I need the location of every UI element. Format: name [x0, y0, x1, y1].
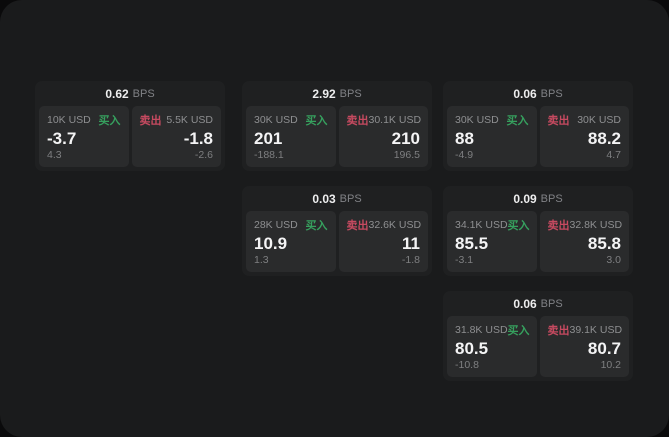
buy-label: 买入 [305, 115, 328, 127]
sell-amount: 5.5K USD [166, 114, 213, 126]
sell-sub-value: 3.0 [606, 254, 621, 266]
bps-value: 0.09 [513, 191, 537, 206]
sell-label: 卖出 [547, 325, 570, 337]
bps-value: 0.06 [513, 296, 537, 311]
sell-amount: 30K USD [577, 114, 621, 126]
sell-panel[interactable]: 卖出 30.1K USD 210 196.5 [338, 106, 428, 167]
buy-panel[interactable]: 30K USD 买入 88 -4.9 [447, 106, 537, 167]
buy-sub-value: -10.8 [455, 359, 479, 371]
buy-price: 201 [254, 129, 283, 148]
bps-value: 0.62 [105, 86, 129, 101]
sell-label: 卖出 [346, 115, 369, 127]
bps-header: 0.62 BPS [35, 81, 225, 106]
buy-sub-value: -3.1 [455, 254, 474, 266]
sell-price: 80.7 [587, 339, 621, 358]
bps-unit: BPS [540, 87, 563, 100]
sell-amount: 32.6K USD [368, 219, 422, 231]
sell-amount: 39.1K USD [569, 324, 623, 336]
sell-sub-value: 4.7 [606, 149, 621, 161]
buy-amount: 28K USD [254, 219, 298, 231]
buy-amount: 10K USD [47, 114, 91, 126]
bps-header: 0.09 BPS [443, 186, 633, 211]
buy-amount: 31.8K USD [455, 324, 508, 336]
bps-unit: BPS [132, 87, 155, 100]
quote-card-2: 2.92 BPS 30K USD 买入 201 -188.1 卖出 30.1K … [242, 81, 432, 171]
sell-panel[interactable]: 卖出 32.8K USD 85.8 3.0 [539, 211, 629, 272]
sell-label: 卖出 [547, 115, 570, 127]
sell-sub-value: -1.8 [401, 254, 420, 266]
buy-price: 88 [455, 129, 474, 148]
quote-card-4: 0.03 BPS 28K USD 买入 10.9 1.3 卖出 32.6K US… [242, 186, 432, 276]
buy-label: 买入 [305, 220, 328, 232]
quote-card-1: 0.62 BPS 10K USD 买入 -3.7 4.3 卖出 5.5K USD… [35, 81, 225, 171]
buy-panel[interactable]: 31.8K USD 买入 80.5 -10.8 [447, 316, 537, 377]
quote-body: 28K USD 买入 10.9 1.3 卖出 32.6K USD 11 -1.8 [242, 211, 432, 276]
buy-panel[interactable]: 34.1K USD 买入 85.5 -3.1 [447, 211, 537, 272]
quote-body: 34.1K USD 买入 85.5 -3.1 卖出 32.8K USD 85.8… [443, 211, 633, 276]
bps-unit: BPS [540, 192, 563, 205]
bps-header: 0.03 BPS [242, 186, 432, 211]
buy-price: -3.7 [47, 129, 77, 148]
sell-price: -1.8 [183, 129, 213, 148]
buy-panel[interactable]: 30K USD 买入 201 -188.1 [246, 106, 336, 167]
quote-card-6: 0.06 BPS 31.8K USD 买入 80.5 -10.8 卖出 39.1… [443, 291, 633, 381]
buy-sub-value: -188.1 [254, 149, 284, 161]
quote-body: 30K USD 买入 88 -4.9 卖出 30K USD 88.2 4.7 [443, 106, 633, 171]
sell-panel[interactable]: 卖出 30K USD 88.2 4.7 [539, 106, 629, 167]
sell-sub-value: 196.5 [393, 149, 420, 161]
bps-unit: BPS [339, 192, 362, 205]
buy-label: 买入 [98, 115, 121, 127]
sell-panel[interactable]: 卖出 5.5K USD -1.8 -2.6 [131, 106, 221, 167]
buy-label: 买入 [507, 325, 530, 337]
bps-value: 0.06 [513, 86, 537, 101]
buy-panel[interactable]: 10K USD 买入 -3.7 4.3 [39, 106, 129, 167]
buy-price: 85.5 [455, 234, 489, 253]
buy-sub-value: 4.3 [47, 149, 62, 161]
sell-amount: 30.1K USD [368, 114, 422, 126]
sell-panel[interactable]: 卖出 32.6K USD 11 -1.8 [338, 211, 428, 272]
buy-sub-value: 1.3 [254, 254, 269, 266]
buy-amount: 30K USD [254, 114, 298, 126]
sell-price: 85.8 [587, 234, 621, 253]
quote-card-3: 0.06 BPS 30K USD 买入 88 -4.9 卖出 30K USD 8… [443, 81, 633, 171]
buy-amount: 34.1K USD [455, 219, 508, 231]
buy-label: 买入 [506, 115, 529, 127]
bps-header: 0.06 BPS [443, 81, 633, 106]
buy-panel[interactable]: 28K USD 买入 10.9 1.3 [246, 211, 336, 272]
sell-price: 210 [391, 129, 420, 148]
quote-body: 30K USD 买入 201 -188.1 卖出 30.1K USD 210 1… [242, 106, 432, 171]
sell-amount: 32.8K USD [569, 219, 623, 231]
quote-card-5: 0.09 BPS 34.1K USD 买入 85.5 -3.1 卖出 32.8K… [443, 186, 633, 276]
sell-label: 卖出 [346, 220, 369, 232]
sell-price: 11 [402, 234, 420, 253]
sell-sub-value: 10.2 [600, 359, 621, 371]
bps-header: 0.06 BPS [443, 291, 633, 316]
sell-label: 卖出 [547, 220, 570, 232]
buy-price: 80.5 [455, 339, 489, 358]
buy-label: 买入 [507, 220, 530, 232]
sell-label: 卖出 [139, 115, 162, 127]
quote-body: 10K USD 买入 -3.7 4.3 卖出 5.5K USD -1.8 -2.… [35, 106, 225, 171]
sell-panel[interactable]: 卖出 39.1K USD 80.7 10.2 [539, 316, 629, 377]
quote-body: 31.8K USD 买入 80.5 -10.8 卖出 39.1K USD 80.… [443, 316, 633, 381]
bps-unit: BPS [540, 297, 563, 310]
bps-value: 2.92 [312, 86, 336, 101]
sell-price: 88.2 [587, 129, 621, 148]
buy-sub-value: -4.9 [455, 149, 474, 161]
buy-price: 10.9 [254, 234, 288, 253]
bps-value: 0.03 [312, 191, 336, 206]
sell-sub-value: -2.6 [194, 149, 213, 161]
buy-amount: 30K USD [455, 114, 499, 126]
bps-header: 2.92 BPS [242, 81, 432, 106]
bps-unit: BPS [339, 87, 362, 100]
